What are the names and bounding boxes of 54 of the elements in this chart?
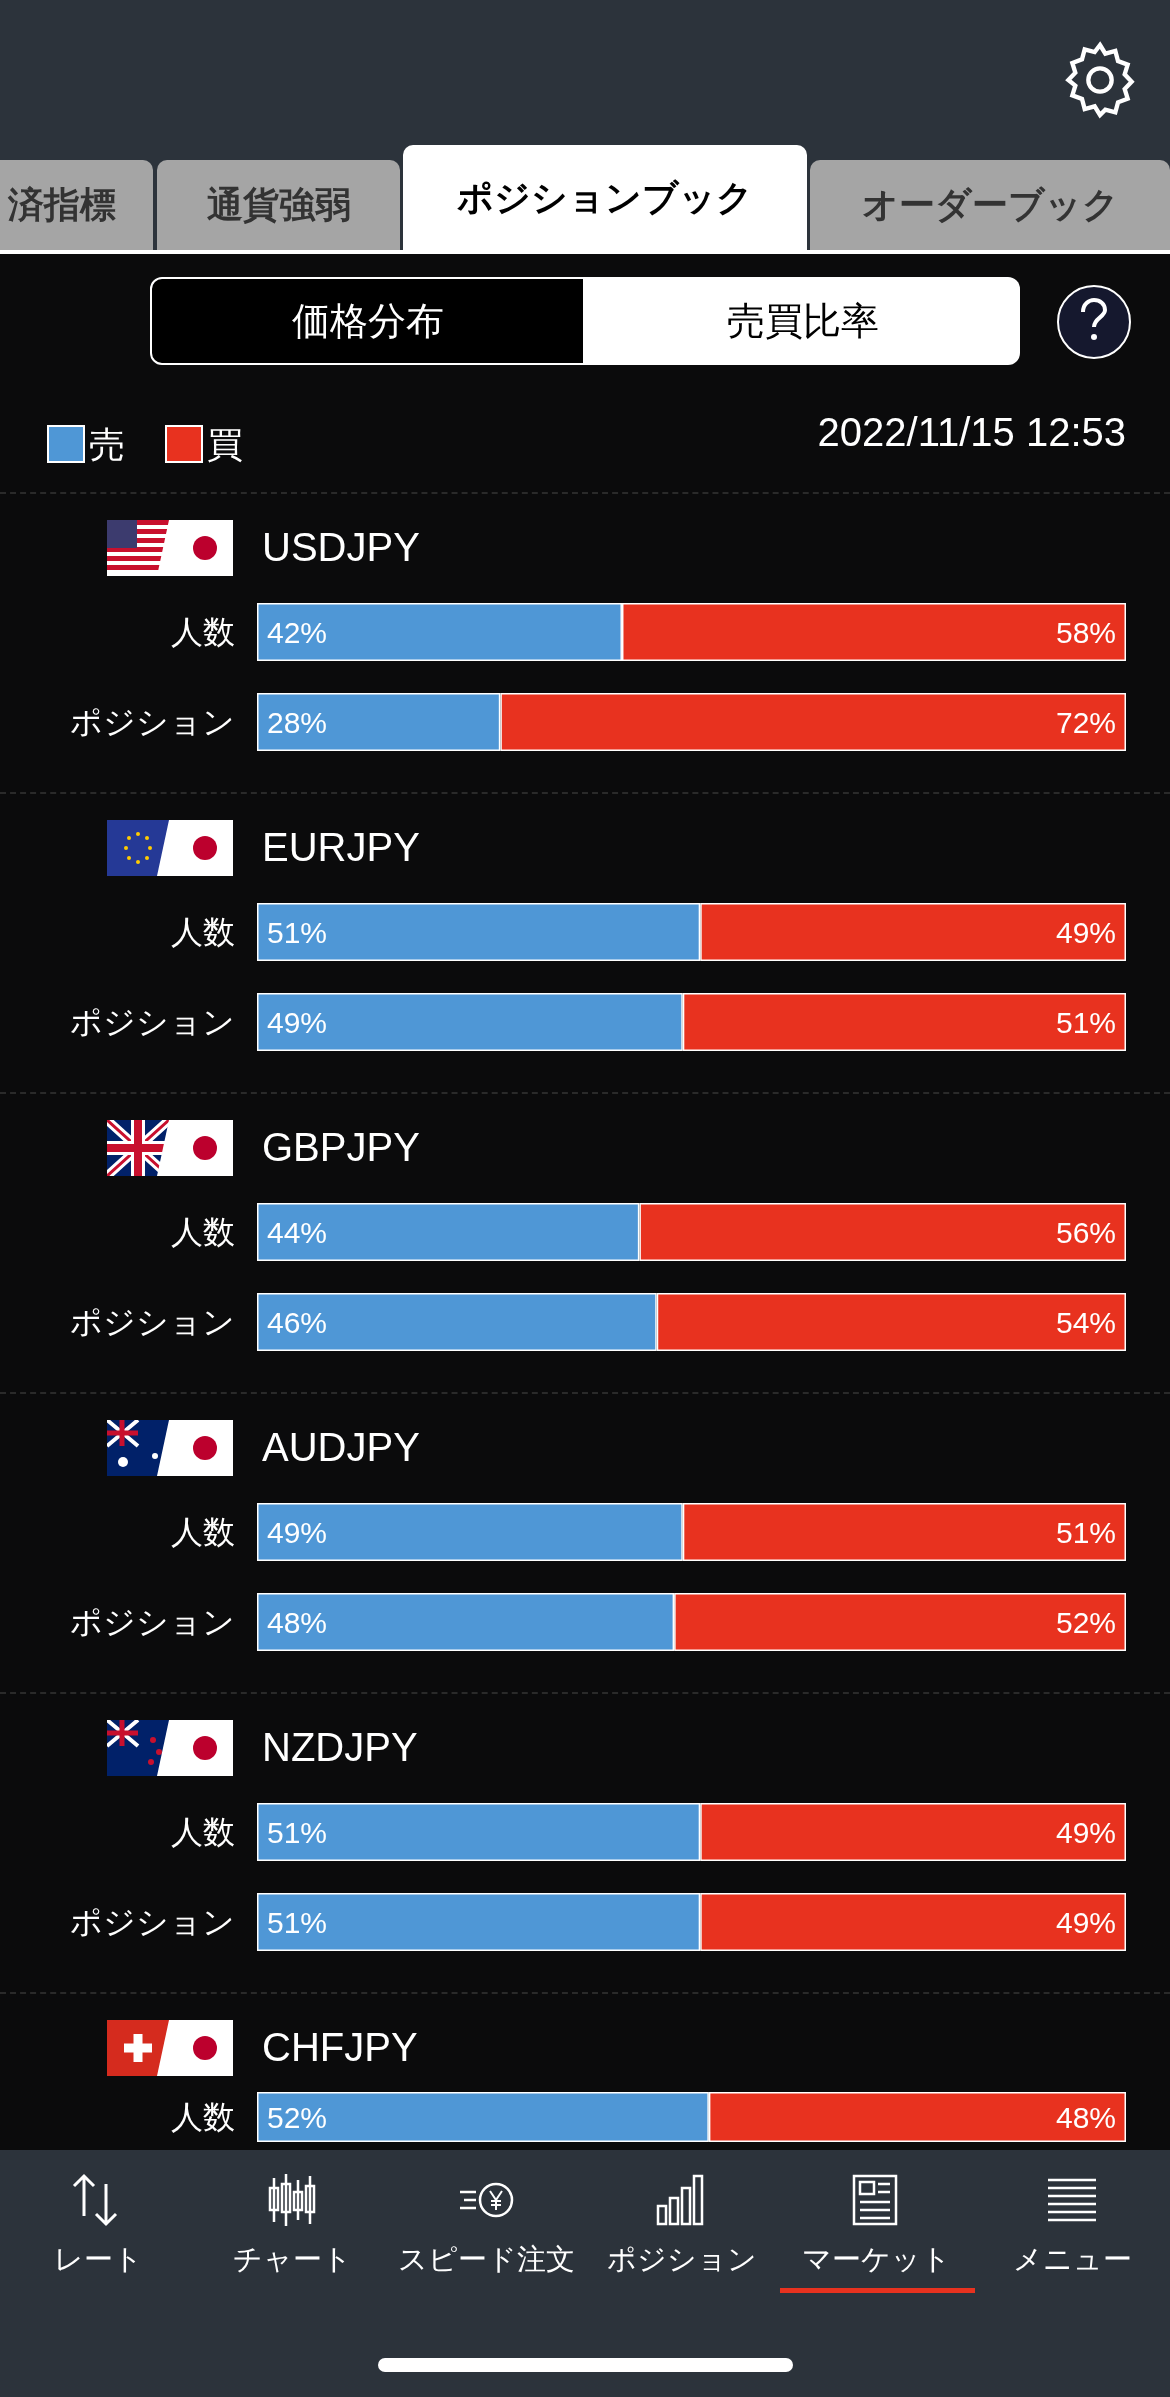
data-label: 49% [1055,1905,1116,1939]
y-tick-label: 人数 [171,914,235,950]
y-tick-label: ポジション [70,1304,235,1340]
text: オーダーブック [810,160,1170,250]
data-label: 49% [267,1005,328,1039]
text: 通貨強弱 [157,160,400,250]
data-label: 54% [1055,1305,1116,1339]
data-label: 42% [267,615,328,649]
data-label: 58% [1055,615,1116,649]
legend-label: 買 [207,423,243,465]
text: 売買比率 [585,277,1020,365]
y-tick-label: 人数 [171,1814,235,1850]
data-label: 52% [267,2100,328,2134]
text: スピード注文 [396,2242,576,2277]
data-label: 49% [267,1515,328,1549]
data-label: 49% [1055,1815,1116,1849]
y-tick-label: 人数 [171,1514,235,1550]
data-label: 48% [1055,2100,1116,2134]
chart-title: AUDJPY [262,1425,420,1469]
data-label: 51% [267,1905,328,1939]
y-tick-label: 人数 [171,2099,235,2135]
data-label: 51% [1055,1515,1116,1549]
legend-label: 売 [89,423,125,465]
data-label: 44% [267,1215,328,1249]
data-label: 51% [267,915,328,949]
chart-title: USDJPY [262,525,420,569]
text: ポジションブック [403,145,807,252]
chart-title: GBPJPY [262,1125,420,1169]
chart-title: EURJPY [262,825,420,869]
text: 2022/11/15 12:53 [817,410,1126,455]
text: チャート [231,2242,353,2277]
data-label: 49% [1055,915,1116,949]
data-label: 51% [267,1815,328,1849]
y-tick-label: ポジション [70,1004,235,1040]
text: 済指標 [0,160,153,250]
data-label: 52% [1055,1605,1116,1639]
data-label: 46% [267,1305,328,1339]
y-tick-label: 人数 [171,614,235,650]
text: ポジション [606,2242,758,2277]
text: 価格分布 [150,277,585,365]
text: メニュー [1011,2242,1133,2277]
y-tick-label: 人数 [171,1214,235,1250]
data-label: 51% [1055,1005,1116,1039]
data-label: 72% [1055,705,1116,739]
chart-title: CHFJPY [262,2025,418,2069]
y-tick-label: ポジション [70,1604,235,1640]
data-label: 28% [267,705,328,739]
chart-title: NZDJPY [262,1725,418,1769]
data-label: 56% [1055,1215,1116,1249]
y-tick-label: ポジション [70,1904,235,1940]
text: マーケット [800,2242,952,2277]
data-label: 48% [267,1605,328,1639]
y-tick-label: ポジション [70,704,235,740]
text: レート [52,2242,144,2277]
